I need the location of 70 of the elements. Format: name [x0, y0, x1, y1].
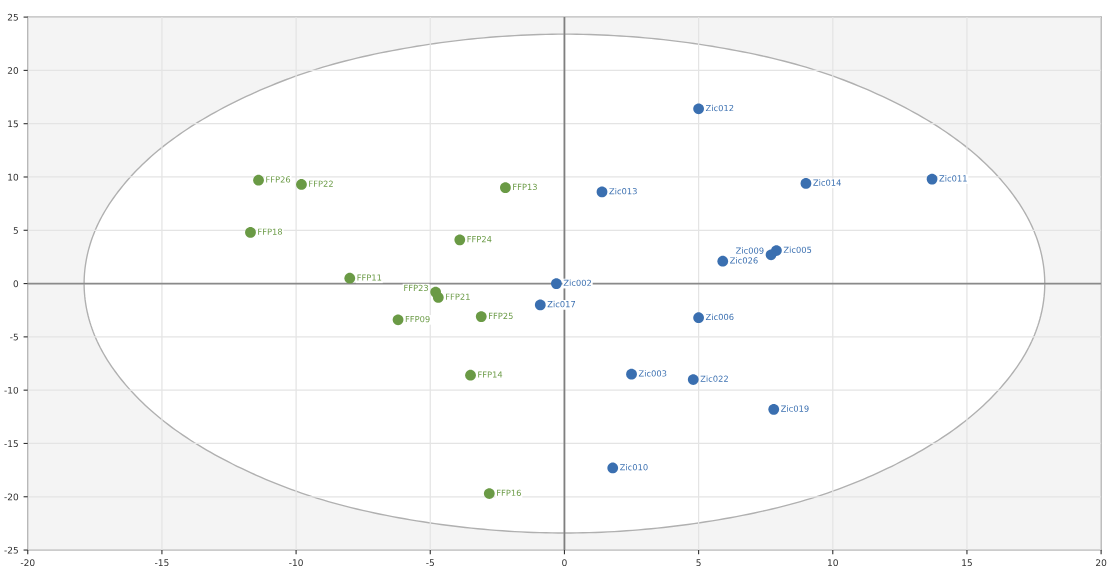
- data-label: Zic026: [730, 257, 758, 264]
- y-tick-label: 25: [7, 13, 18, 21]
- y-tick-label: 20: [7, 67, 19, 74]
- y-tick-label: 0: [13, 280, 19, 288]
- data-label: FFP09: [405, 315, 430, 323]
- point: [626, 368, 637, 380]
- data-label: FFP11: [357, 274, 382, 281]
- x-tick-label: 10: [828, 559, 838, 567]
- point: [596, 186, 608, 198]
- y-tick-label: -25: [4, 546, 18, 554]
- data-label: Zic009: [735, 247, 764, 254]
- point: [392, 314, 404, 326]
- point: [800, 178, 812, 189]
- x-tick-label: -20: [20, 559, 35, 567]
- data-label: Zic017: [547, 300, 576, 308]
- point: [296, 179, 307, 190]
- data-label: Zic013: [609, 187, 637, 195]
- x-tick-label: -10: [289, 559, 303, 567]
- data-label: Zic014: [813, 179, 841, 186]
- data-label: Zic012: [705, 104, 734, 112]
- point: [693, 103, 704, 115]
- data-label: FFP18: [258, 228, 283, 235]
- data-label: Zic002: [563, 279, 592, 286]
- x-tick-label: 0: [562, 559, 567, 567]
- point: [344, 272, 356, 284]
- point: [475, 311, 487, 322]
- data-label: FFP22: [309, 180, 333, 187]
- point: [245, 227, 256, 238]
- x-tick-label: -5: [426, 559, 434, 567]
- point: [534, 299, 546, 311]
- x-tick-label: -15: [154, 559, 169, 567]
- data-label: FFP14: [478, 371, 503, 378]
- point: [607, 462, 619, 474]
- data-label: FFP21: [446, 293, 470, 300]
- y-tick-label: 5: [13, 227, 18, 234]
- point: [551, 278, 562, 289]
- data-label: Zic010: [620, 463, 648, 471]
- point: [432, 292, 444, 303]
- data-label: FFP13: [513, 183, 537, 191]
- point: [253, 174, 264, 186]
- x-tick-label: 5: [696, 559, 701, 567]
- point: [693, 312, 704, 324]
- data-label: Zic022: [700, 375, 728, 382]
- data-label: Zic003: [638, 370, 667, 377]
- point: [926, 173, 938, 185]
- data-label: Zic019: [781, 405, 809, 412]
- y-tick-label: 15: [8, 120, 18, 128]
- point: [454, 234, 466, 246]
- x-tick-label: 20: [1096, 559, 1107, 567]
- point: [765, 249, 777, 261]
- point: [768, 403, 780, 415]
- point: [717, 255, 729, 267]
- y-tick-label: 10: [8, 173, 19, 181]
- data-label: FFP26: [266, 176, 291, 183]
- data-label: FFP25: [489, 312, 513, 320]
- data-label: FFP23: [404, 284, 429, 292]
- data-label: FFP24: [467, 235, 492, 243]
- data-label: Zic011: [939, 175, 967, 182]
- point: [687, 374, 699, 385]
- data-label: Zic006: [705, 313, 734, 321]
- y-tick-label: -10: [4, 386, 19, 394]
- x-tick-label: 15: [962, 559, 972, 567]
- y-tick-label: -15: [4, 440, 18, 448]
- point: [465, 369, 476, 381]
- y-tick-label: -5: [10, 333, 18, 341]
- data-label: FFP16: [497, 489, 521, 496]
- y-tick-label: -20: [4, 493, 19, 501]
- point: [500, 182, 511, 194]
- point: [483, 488, 495, 499]
- data-label: Zic005: [783, 246, 812, 253]
